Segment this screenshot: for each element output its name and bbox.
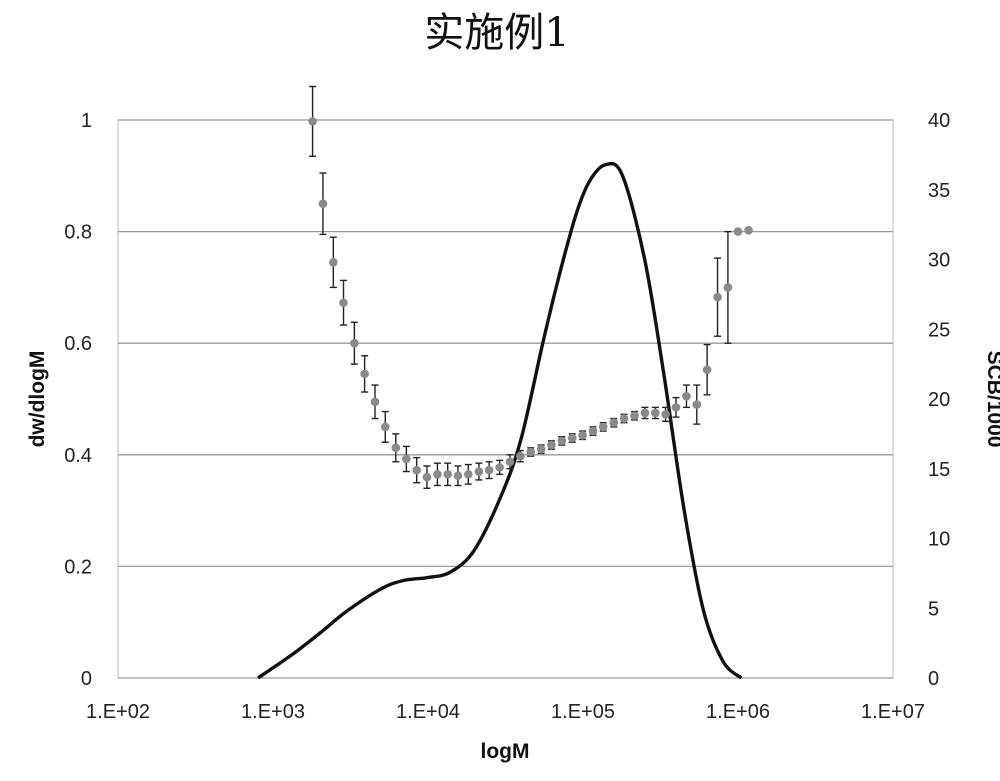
scb-point <box>558 437 567 446</box>
y-left-tick-label: 0.2 <box>64 556 92 578</box>
x-tick-label: 1.E+02 <box>86 701 150 723</box>
x-tick-label: 1.E+05 <box>551 701 615 723</box>
x-tick-label: 1.E+07 <box>861 701 925 723</box>
scb-point <box>464 470 473 479</box>
scb-point <box>339 298 348 307</box>
scb-point <box>485 466 494 475</box>
scb-point <box>495 463 504 472</box>
scb-point <box>412 466 421 475</box>
scb-point <box>402 455 411 464</box>
scb-point <box>547 441 556 450</box>
y-left-tick-label: 0.6 <box>64 333 92 355</box>
x-tick-label: 1.E+03 <box>241 701 305 723</box>
scb-point <box>713 293 722 302</box>
scb-point <box>319 199 328 208</box>
scb-point <box>703 365 712 374</box>
y-right-axis-title: SCB/1000 <box>983 351 1000 448</box>
y-right-tick-label: 15 <box>928 459 950 481</box>
scb-point <box>516 452 525 461</box>
scb-point <box>443 470 452 479</box>
y-right-tick-label: 30 <box>928 250 950 272</box>
scb-point <box>692 400 701 409</box>
scb-point <box>433 470 442 479</box>
scb-point <box>454 471 463 480</box>
y-right-tick-label: 25 <box>928 319 950 341</box>
scb-point <box>661 410 670 419</box>
y-left-tick-label: 1 <box>81 110 92 132</box>
scb-point <box>609 418 618 427</box>
series-scb <box>308 87 753 489</box>
scb-point <box>475 467 484 476</box>
scb-point <box>329 258 338 267</box>
scb-point <box>734 227 743 236</box>
scb-point <box>682 392 691 401</box>
y-right-tick-label: 40 <box>928 110 950 132</box>
scb-point <box>537 445 546 454</box>
scb-point <box>599 423 608 432</box>
scb-point <box>630 411 639 420</box>
chart-title: 实施例1 <box>424 10 569 56</box>
y-left-tick-label: 0 <box>81 668 92 690</box>
y-right-tick-label: 5 <box>928 598 939 620</box>
scb-point <box>724 283 733 292</box>
y-right-tick-label: 0 <box>928 668 939 690</box>
scb-point <box>620 414 629 423</box>
scb-point <box>651 409 660 418</box>
scb-point <box>744 226 753 235</box>
x-tick-label: 1.E+06 <box>706 701 770 723</box>
scb-point <box>568 434 577 443</box>
scb-point <box>423 473 432 482</box>
y-right-tick-label: 10 <box>928 529 950 551</box>
plot-area <box>118 120 893 678</box>
scb-point <box>360 370 369 379</box>
y-left-tick-label: 0.8 <box>64 222 92 244</box>
scb-point <box>392 444 401 453</box>
x-axis-title: logM <box>481 740 530 763</box>
scb-point <box>578 431 587 440</box>
y-right-tick-label: 20 <box>928 389 950 411</box>
scb-point <box>672 403 681 412</box>
scb-point <box>506 457 515 466</box>
x-axis-ticks: 1.E+02 1.E+03 1.E+04 1.E+05 1.E+06 1.E+07 <box>86 701 925 723</box>
y-right-tick-label: 35 <box>928 180 950 202</box>
scb-point <box>350 339 359 348</box>
scb-point <box>371 397 380 406</box>
y-left-axis-ticks: 0 0.2 0.4 0.6 0.8 1 <box>64 110 92 690</box>
gridlines <box>118 120 893 678</box>
y-left-tick-label: 0.4 <box>64 445 92 467</box>
scb-point <box>589 427 598 436</box>
x-tick-label: 1.E+04 <box>396 701 460 723</box>
scb-point <box>381 423 390 432</box>
scb-point <box>526 448 535 457</box>
scb-point <box>641 409 650 418</box>
y-right-axis-ticks: 0 5 10 15 20 25 30 35 40 <box>928 110 950 690</box>
scb-point <box>308 117 317 126</box>
y-left-axis-title: dw/dlogM <box>26 351 49 448</box>
